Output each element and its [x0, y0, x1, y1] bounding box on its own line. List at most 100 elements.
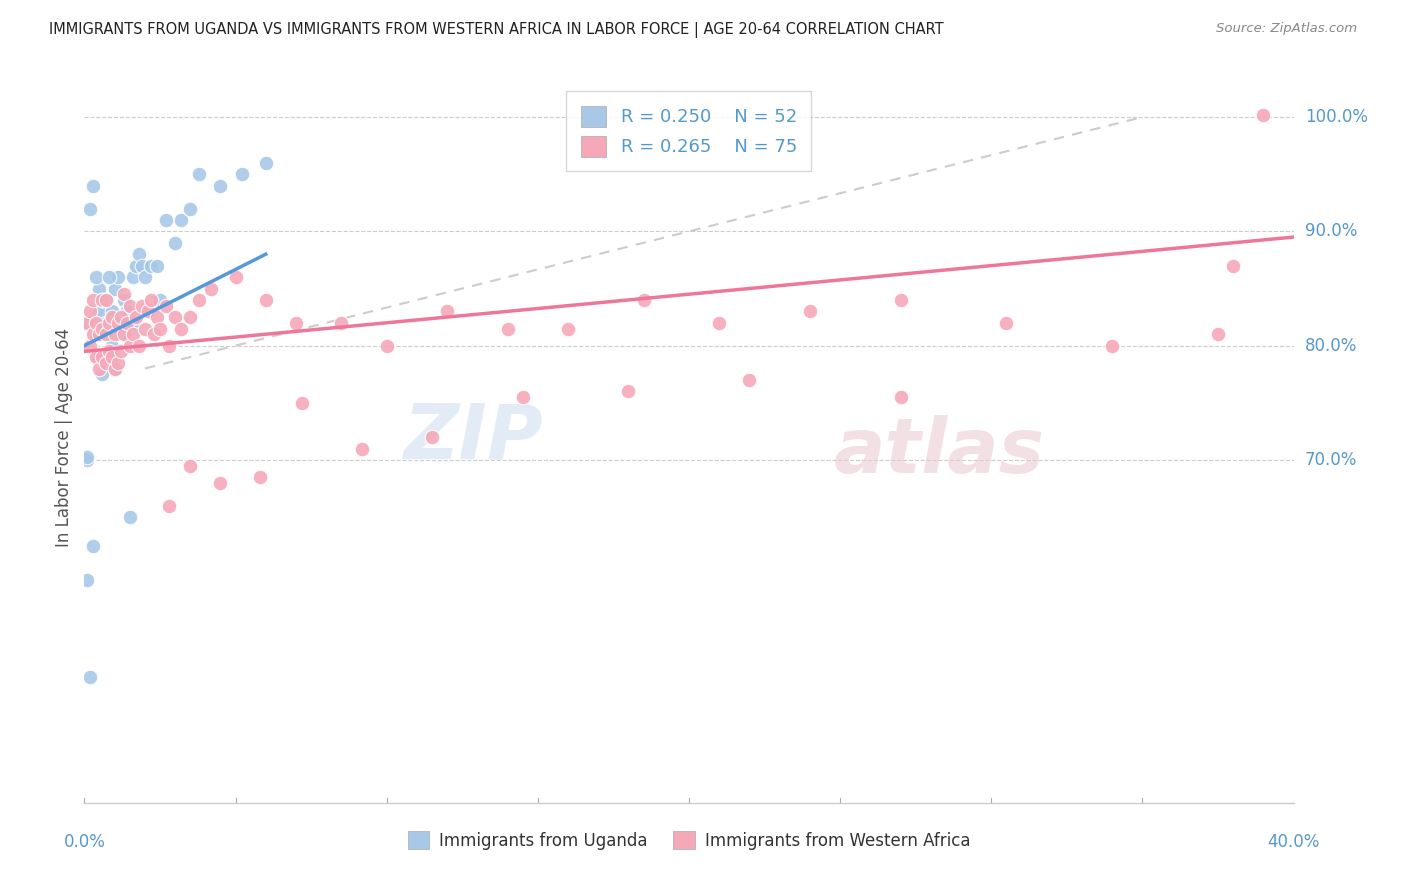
Point [97, 344, 120, 359]
Point [107, 270, 129, 285]
Point [188, 293, 211, 307]
Point [209, 475, 232, 490]
Point [125, 259, 148, 273]
Point [209, 178, 232, 193]
Text: 80.0%: 80.0% [1305, 336, 1357, 355]
Point [146, 310, 169, 324]
Point [179, 458, 201, 473]
Point [100, 338, 122, 352]
Point [89, 304, 111, 318]
Point [79, 338, 101, 352]
Point [82, 539, 104, 553]
Point [165, 235, 187, 250]
Point [200, 281, 222, 295]
Point [115, 304, 138, 318]
Point [91, 327, 114, 342]
Point [104, 327, 127, 342]
Point [139, 259, 162, 273]
Point [436, 304, 458, 318]
Text: 40.0%: 40.0% [1267, 833, 1320, 851]
Point [1222, 259, 1244, 273]
Point [76, 450, 98, 464]
Text: Source: ZipAtlas.com: Source: ZipAtlas.com [1216, 22, 1357, 36]
Point [146, 259, 169, 273]
Point [128, 338, 150, 352]
Point [82, 316, 104, 330]
Point [136, 304, 159, 318]
Point [709, 316, 731, 330]
Point [110, 327, 132, 342]
Point [104, 281, 127, 295]
Point [110, 344, 132, 359]
Point [94, 327, 117, 342]
Point [139, 293, 162, 307]
Point [254, 156, 277, 170]
Point [170, 321, 193, 335]
Point [104, 361, 127, 376]
Point [112, 287, 135, 301]
Point [107, 356, 129, 370]
Point [82, 293, 104, 307]
Point [110, 310, 132, 324]
Point [86, 270, 108, 285]
Point [995, 316, 1018, 330]
Point [104, 316, 127, 330]
Point [149, 321, 172, 335]
Point [890, 293, 912, 307]
Point [86, 316, 108, 330]
Point [134, 321, 156, 335]
Point [285, 316, 308, 330]
Point [89, 361, 111, 376]
Point [496, 321, 519, 335]
Point [91, 293, 114, 307]
Point [94, 356, 117, 370]
Text: 70.0%: 70.0% [1305, 451, 1357, 469]
Point [170, 213, 193, 227]
Point [97, 270, 120, 285]
Point [86, 304, 108, 318]
Point [118, 299, 141, 313]
Point [97, 316, 120, 330]
Point [89, 281, 111, 295]
Text: 0.0%: 0.0% [63, 833, 105, 851]
Text: ZIP: ZIP [404, 401, 544, 474]
Point [155, 299, 177, 313]
Text: 100.0%: 100.0% [1305, 108, 1368, 126]
Point [188, 167, 211, 181]
Point [91, 321, 114, 335]
Point [352, 442, 374, 456]
Point [134, 270, 156, 285]
Point [100, 304, 122, 318]
Point [617, 384, 640, 399]
Point [633, 293, 655, 307]
Point [97, 350, 120, 364]
Point [112, 293, 135, 307]
Point [121, 327, 143, 342]
Point [107, 316, 129, 330]
Point [82, 327, 104, 342]
Point [89, 327, 111, 342]
Point [557, 321, 579, 335]
Point [91, 293, 114, 307]
Point [89, 350, 111, 364]
Point [94, 316, 117, 330]
Point [131, 299, 153, 313]
Point [291, 396, 314, 410]
Point [91, 368, 114, 382]
Point [91, 350, 114, 364]
Point [118, 510, 141, 524]
Point [179, 310, 201, 324]
Point [118, 338, 141, 352]
Point [179, 202, 201, 216]
Point [165, 310, 187, 324]
Point [375, 338, 398, 352]
Point [112, 327, 135, 342]
Point [76, 316, 98, 330]
Point [94, 350, 117, 364]
Point [100, 310, 122, 324]
Point [890, 390, 912, 404]
Point [131, 259, 153, 273]
Point [89, 327, 111, 342]
Point [149, 293, 172, 307]
Point [512, 390, 534, 404]
